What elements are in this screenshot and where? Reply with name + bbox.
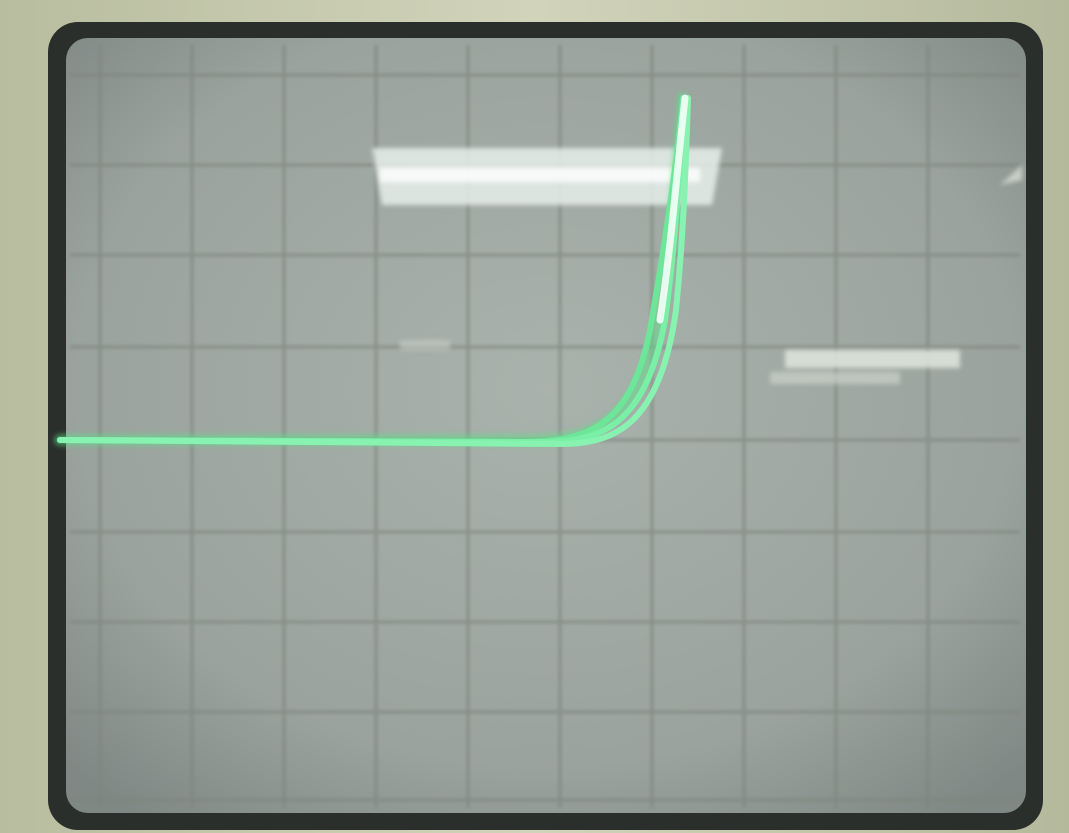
oscilloscope-photo <box>0 0 1069 833</box>
page: (() => { const data = JSON.parse(documen… <box>0 0 1069 833</box>
